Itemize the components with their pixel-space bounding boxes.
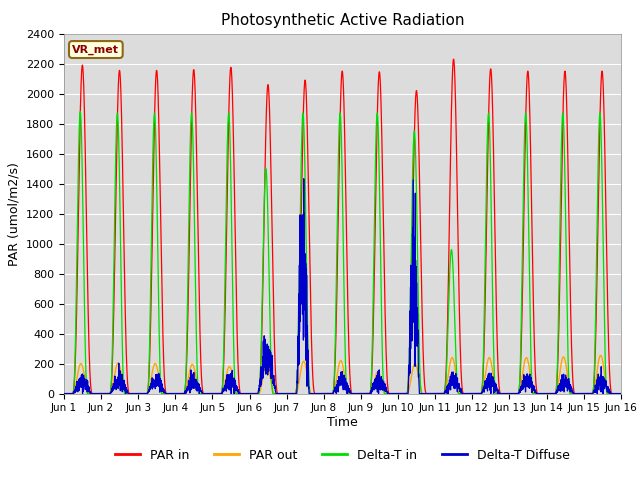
Y-axis label: PAR (umol/m2/s): PAR (umol/m2/s) [8, 162, 20, 265]
X-axis label: Time: Time [327, 416, 358, 429]
Text: VR_met: VR_met [72, 44, 119, 55]
Legend: PAR in, PAR out, Delta-T in, Delta-T Diffuse: PAR in, PAR out, Delta-T in, Delta-T Dif… [109, 444, 575, 467]
Title: Photosynthetic Active Radiation: Photosynthetic Active Radiation [221, 13, 464, 28]
